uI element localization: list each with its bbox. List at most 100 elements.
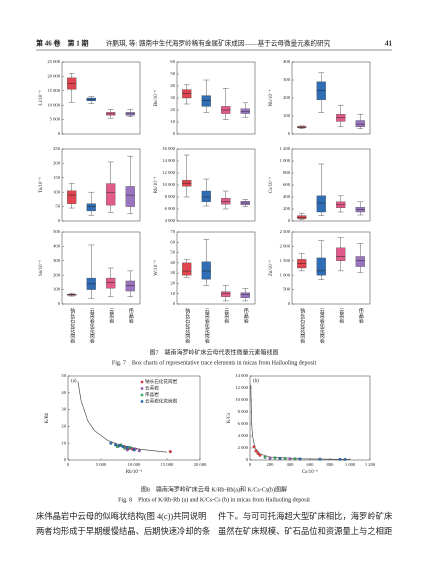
y-tick-label: 0	[64, 457, 67, 462]
x-tick-label: 1 200	[365, 462, 376, 467]
y-tick-label: 0	[288, 131, 291, 136]
point	[298, 457, 302, 461]
y-tick-label: 10 000	[162, 182, 175, 187]
y-tick-label: 200	[283, 95, 291, 100]
x-tick-label: 600	[307, 462, 315, 467]
y-tick-label: 40	[170, 260, 175, 265]
y-tick-label: 250	[53, 146, 61, 151]
y-tick-label: 30	[170, 95, 175, 100]
category-label: 钠长石化花岗岩	[69, 307, 75, 344]
x-tick-label: 400	[287, 462, 295, 467]
point	[273, 456, 277, 460]
y-tick-label: 70	[170, 229, 175, 234]
category-label: 云英岩	[223, 308, 229, 324]
point	[338, 457, 342, 461]
plot-frame	[291, 148, 371, 222]
point	[283, 457, 287, 461]
box	[125, 280, 135, 292]
box	[240, 292, 250, 298]
y-tick-label: 10 000	[47, 102, 60, 107]
y-tick-label: 8 000	[238, 409, 249, 414]
category-label: 伟晶岩	[243, 307, 249, 324]
plot-frame	[176, 148, 256, 222]
category-label: 云英岩	[338, 308, 344, 324]
plot-frame	[249, 375, 371, 461]
box	[182, 262, 192, 276]
y-tick-label: 60	[170, 239, 175, 244]
panel-label: (b)	[253, 379, 259, 384]
y-tick-label: 200	[53, 160, 61, 165]
y-tick-label: 600	[283, 182, 291, 187]
category-label: 钠长石化花岗岩	[184, 307, 190, 344]
point	[117, 444, 121, 448]
plot-frame	[61, 148, 141, 222]
x-tick-label: 800	[327, 462, 335, 467]
point	[125, 448, 129, 452]
y-tick-label: 25 000	[47, 59, 60, 64]
y-tick-label: 8 000	[165, 194, 176, 199]
fig8-caption-cn: 图8 赣南海罗岭矿床云母 K/Rb-Rb(a)和 K/Cs-Cs(b)图解	[141, 485, 287, 493]
y-tick-label: 1 500	[280, 258, 291, 263]
box	[201, 261, 211, 280]
box	[125, 186, 135, 207]
x-tick-label: 5 000	[96, 462, 107, 467]
y-tick-label: 100	[53, 189, 61, 194]
y-tick-label: 10	[61, 440, 66, 445]
y-tick-label: 40	[170, 83, 175, 88]
y-tick-label: 800	[283, 170, 291, 175]
legend-marker	[140, 380, 144, 384]
point	[288, 457, 292, 461]
y-tick-label: 40	[61, 390, 66, 395]
category-label: 云英岩	[108, 308, 114, 324]
legend-label: 伟晶岩	[145, 391, 159, 398]
point	[128, 445, 132, 449]
y-tick-label: 100	[283, 113, 291, 118]
box	[355, 120, 365, 127]
y-tick-label: 5 000	[50, 117, 61, 122]
y-tick-label: 1 000	[280, 272, 291, 277]
x-axis-title: Cs/10⁻⁶	[302, 469, 318, 475]
trend-curve	[77, 381, 168, 453]
x-tick-label: 200	[267, 462, 275, 467]
y-axis-title: Zn/10⁻⁶	[268, 260, 274, 277]
y-tick-label: 1 200	[280, 146, 291, 151]
body-text: 件下。与可可托海超大型矿床相比，海罗岭矿床	[218, 511, 393, 521]
point	[254, 449, 258, 453]
y-tick-label: 150	[53, 175, 61, 180]
point	[268, 456, 272, 460]
point	[132, 448, 136, 452]
y-tick-label: 50	[61, 373, 66, 378]
y-tick-label: 400	[53, 243, 61, 248]
x-tick-label: 1 000	[345, 462, 356, 467]
y-tick-label: 200	[53, 272, 61, 277]
fig7-caption-en: Fig. 7 Box charts of representative trac…	[112, 359, 317, 366]
x-axis-title: Rb/10⁻⁶	[126, 469, 143, 475]
x-tick-label: 0	[249, 462, 252, 467]
y-tick-label: 20 000	[47, 73, 60, 78]
y-tick-label: 2 000	[238, 445, 249, 450]
box	[201, 95, 211, 107]
y-tick-label: 12 000	[235, 385, 248, 390]
y-tick-label: 14 000	[235, 373, 248, 378]
plot-frame	[176, 231, 256, 305]
legend-label: 云英岩化花岗岩	[145, 398, 178, 405]
plot-frame	[61, 231, 141, 305]
x-tick-label: 15 000	[161, 462, 174, 467]
category-label: 云英岩化花岗岩	[319, 308, 325, 344]
y-tick-label: 0	[173, 301, 176, 306]
y-tick-label: 0	[288, 218, 291, 223]
x-tick-label: 20 000	[194, 462, 207, 467]
category-label: 伟晶岩	[128, 307, 134, 324]
y-tick-label: 16 000	[162, 146, 175, 151]
point	[278, 457, 282, 461]
legend-marker	[140, 393, 144, 397]
box	[201, 190, 211, 202]
y-axis-title: K/Cs	[227, 413, 232, 423]
box	[86, 203, 96, 212]
body-text: 虽然在矿床规模、矿石品位和资源量上与之相距	[218, 526, 392, 536]
y-tick-label: 2 000	[280, 243, 291, 248]
y-tick-label: 60	[170, 59, 175, 64]
box	[355, 256, 365, 267]
fig7-caption-cn: 图7 赣南海罗岭矿床云母代表性微量元素箱线图	[149, 348, 278, 356]
